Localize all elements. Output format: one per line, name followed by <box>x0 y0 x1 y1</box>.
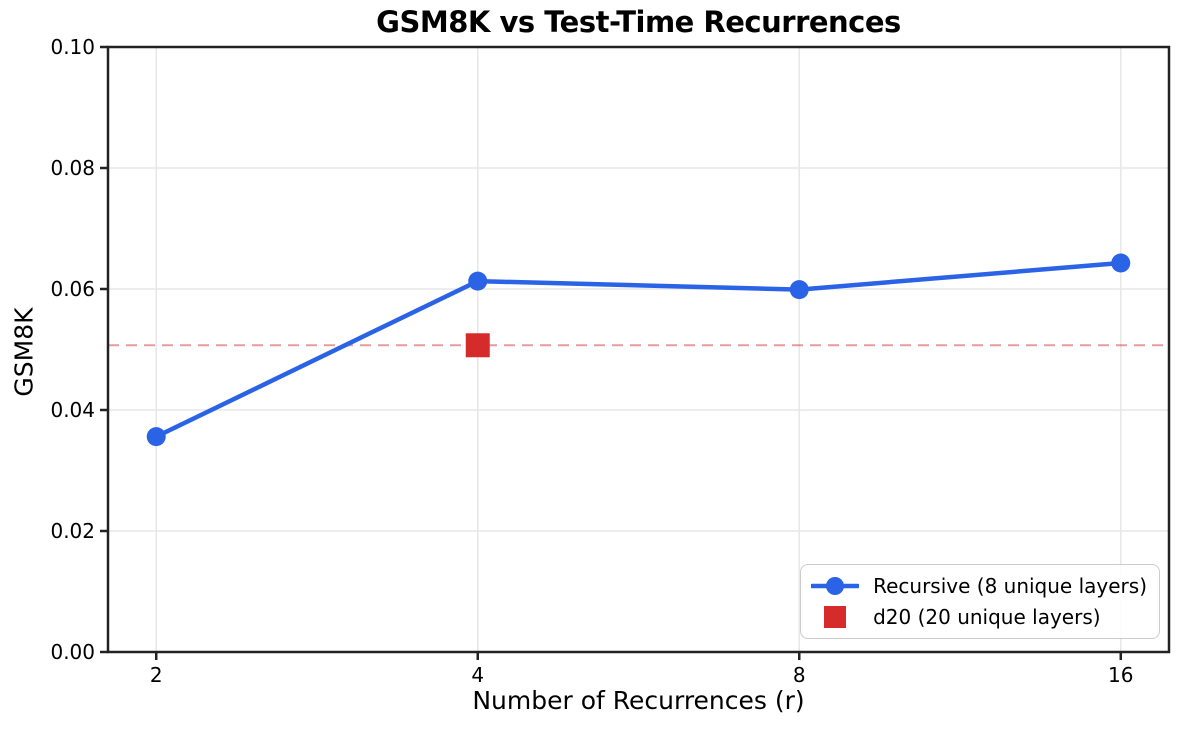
data-point-circle <box>146 427 166 447</box>
x-tick-label: 2 <box>150 663 163 687</box>
legend-label-recursive: Recursive (8 unique layers) <box>873 574 1147 598</box>
y-tick-label: 0.10 <box>50 35 95 59</box>
plot-border <box>106 45 1171 654</box>
legend-item-d20: d20 (20 unique layers) <box>811 604 1147 630</box>
y-tick-label: 0.06 <box>50 277 95 301</box>
y-tick-label: 0.00 <box>50 640 95 664</box>
y-tick-label: 0.02 <box>50 519 95 543</box>
legend-label-d20: d20 (20 unique layers) <box>873 605 1101 629</box>
legend-item-recursive: Recursive (8 unique layers) <box>811 573 1147 599</box>
data-point-circle <box>1111 253 1131 273</box>
x-tick-label: 8 <box>793 663 806 687</box>
data-point-circle <box>789 280 809 300</box>
y-tick-label: 0.04 <box>50 398 95 422</box>
x-tick-label: 16 <box>1108 663 1133 687</box>
line-circle-marker-icon <box>811 577 860 595</box>
data-point-square <box>465 333 490 358</box>
y-tick-label: 0.08 <box>50 156 95 180</box>
legend: Recursive (8 unique layers) d20 (20 uniq… <box>800 564 1160 639</box>
x-tick-label: 4 <box>471 663 484 687</box>
chart-title: GSM8K vs Test-Time Recurrences <box>376 5 901 39</box>
y-axis-label: GSM8K <box>9 307 39 397</box>
plot-canvas: 2 4 8 16 0.00 0.02 0.04 0.06 0.08 0.10 <box>50 35 1171 687</box>
x-axis-label: Number of Recurrences (r) <box>472 686 805 715</box>
data-point-circle <box>468 271 488 291</box>
plot-area: 2 4 8 16 0.00 0.02 0.04 0.06 0.08 0.10 Recursive … <box>50 35 1171 687</box>
series-line-recursive <box>153 260 1124 439</box>
square-marker-icon <box>824 606 847 628</box>
